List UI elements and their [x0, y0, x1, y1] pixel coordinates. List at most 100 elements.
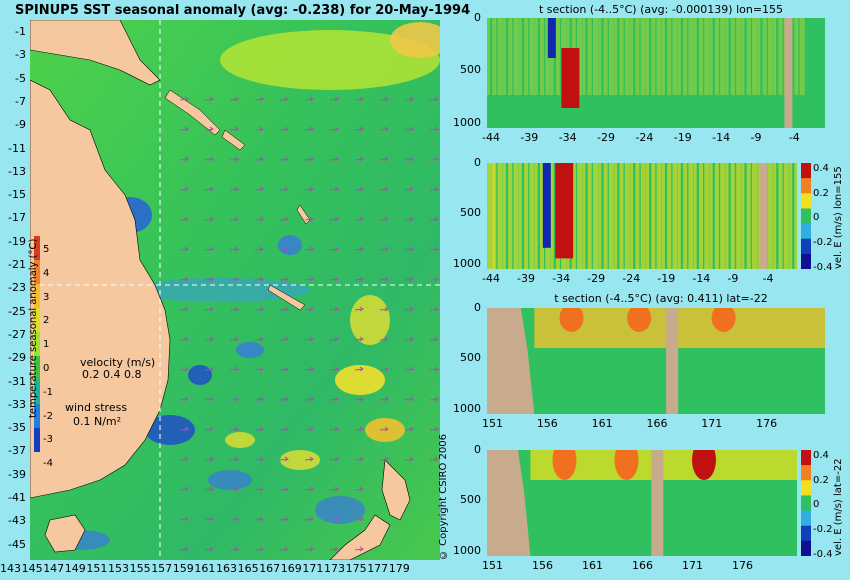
wind-arrow — [379, 396, 389, 402]
wind-arrow — [379, 246, 389, 252]
panel-x-tick: 176 — [756, 417, 778, 430]
vel-colorbar-tick: 0.4 — [813, 163, 829, 174]
wind-label: wind stress — [65, 401, 128, 414]
map-x-tick: 167 — [259, 562, 281, 575]
map-x-tick: 147 — [43, 562, 65, 575]
wind-arrow — [404, 216, 414, 222]
map-x-tick: 159 — [172, 562, 194, 575]
vel-colorbar — [801, 450, 811, 556]
panel-y-tick: 0 — [474, 156, 481, 169]
wind-arrow — [229, 336, 239, 342]
panel-x-tick: -14 — [712, 131, 731, 144]
wind-arrow — [429, 96, 439, 102]
map-x-tick: 153 — [108, 562, 129, 575]
wind-arrow — [204, 186, 214, 192]
map-x-tick: 143 — [0, 562, 21, 575]
map-x-tick: 173 — [324, 562, 345, 575]
wind-arrow — [229, 186, 239, 192]
panel-x-tick: -44 — [482, 272, 500, 285]
panel-x-tick: 151 — [482, 559, 503, 572]
map-x-tick: 175 — [345, 562, 367, 575]
panel-x-tick: -19 — [673, 131, 692, 144]
map-y-tick: -43 — [8, 514, 26, 528]
wind-arrow — [204, 396, 214, 402]
panel-title: t section (-4..5°C) (avg: 0.411) lat=-22 — [554, 292, 768, 305]
wind-arrow — [179, 426, 189, 432]
wind-arrow — [279, 156, 289, 162]
wind-arrow — [179, 486, 189, 492]
panel-side-label: vel. E (m/s) lat=-22 — [833, 458, 844, 556]
wind-arrow — [204, 456, 214, 462]
wind-arrow — [279, 546, 289, 552]
panel-x-tick: -24 — [622, 272, 641, 285]
wind-arrow — [404, 336, 414, 342]
wind-arrow — [179, 246, 189, 252]
vel-colorbar-tick: -0.4 — [813, 261, 833, 273]
map-y-tick: -35 — [8, 421, 26, 435]
wind-arrow — [429, 306, 439, 312]
map-x-tick: 169 — [280, 562, 302, 575]
wind-arrow — [329, 336, 339, 342]
wind-arrow — [204, 156, 214, 162]
wind-arrow — [354, 156, 364, 162]
panel-side-label: vel. E (m/s) lon=155 — [833, 166, 844, 269]
map-y-tick: -25 — [8, 304, 26, 318]
wind-arrow — [254, 246, 264, 252]
wind-arrow — [204, 216, 214, 222]
wind-arrow — [179, 216, 189, 222]
panel-x-tick: 166 — [646, 417, 668, 430]
wind-arrow — [404, 396, 414, 402]
panel-x-tick: -34 — [558, 131, 577, 144]
map-x-tick: 157 — [151, 562, 173, 575]
wind-arrow — [429, 366, 439, 372]
map-y-tick: -33 — [8, 397, 26, 411]
panel-y-tick: 1000 — [453, 401, 481, 415]
wind-arrow — [179, 516, 189, 522]
map-x-tick: 149 — [64, 562, 86, 575]
panel-x-tick: 176 — [732, 559, 753, 572]
wind-arrow — [254, 426, 264, 432]
map-colorbar-tick: 0 — [43, 363, 50, 374]
wind-arrow — [229, 126, 239, 132]
wind-arrow — [254, 366, 264, 372]
wind-arrow — [329, 156, 339, 162]
wind-arrow — [279, 336, 289, 342]
wind-arrow — [329, 96, 339, 102]
panel-field — [487, 308, 825, 414]
map-y-tick: -23 — [8, 281, 26, 295]
panel-x-tick: 151 — [482, 417, 503, 430]
wind-arrow — [229, 456, 239, 462]
panel-y-tick: 500 — [460, 206, 481, 220]
wind-arrow — [254, 516, 264, 522]
wind-arrow — [279, 246, 289, 252]
wind-arrow — [204, 546, 214, 552]
wind-scale: 0.1 N/m² — [73, 415, 122, 428]
wind-arrow — [179, 546, 189, 552]
wind-arrow — [179, 156, 189, 162]
wind-arrow — [279, 456, 289, 462]
wind-arrow — [204, 516, 214, 522]
wind-arrow — [179, 186, 189, 192]
panel-x-tick: 156 — [532, 559, 553, 572]
panel-x-tick: -29 — [597, 131, 616, 144]
wind-arrow — [379, 126, 389, 132]
map-colorbar-tick: 4 — [43, 267, 50, 279]
wind-arrow — [429, 126, 439, 132]
panel-y-tick: 500 — [460, 351, 481, 365]
map-x-tick: 171 — [302, 562, 324, 575]
map-y-tick: -41 — [8, 491, 26, 504]
wind-arrow — [379, 306, 389, 312]
map-y-tick: -1 — [15, 25, 26, 38]
wind-arrow — [254, 546, 264, 552]
map-colorbar-tick: -2 — [43, 410, 53, 422]
wind-arrow — [179, 306, 189, 312]
wind-arrow — [179, 276, 189, 282]
wind-arrow — [304, 246, 314, 252]
wind-arrow — [304, 216, 314, 222]
map-title: SPINUP5 SST seasonal anomaly (avg: -0.23… — [15, 3, 471, 18]
wind-arrow — [229, 516, 239, 522]
panel-field — [487, 163, 797, 269]
wind-arrow — [179, 96, 189, 102]
wind-arrow — [429, 216, 439, 222]
wind-arrow — [254, 126, 264, 132]
